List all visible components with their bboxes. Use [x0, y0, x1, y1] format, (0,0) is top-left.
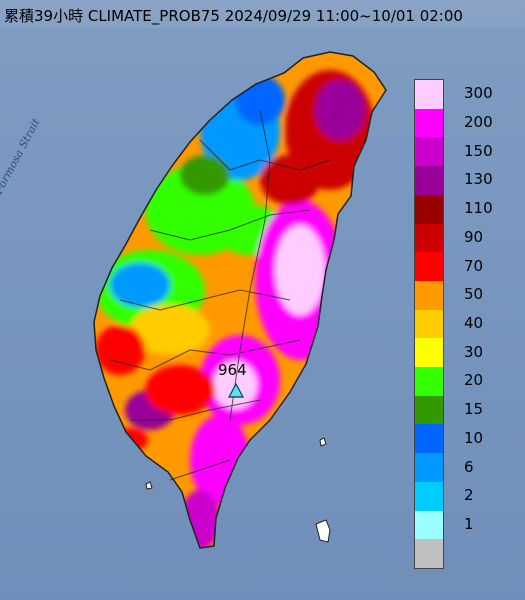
legend-swatch	[415, 539, 443, 569]
legend-label: 40	[464, 314, 484, 332]
color-legend	[414, 79, 444, 569]
green-island	[315, 519, 331, 543]
legend-swatch	[415, 510, 443, 540]
legend-swatch	[415, 338, 443, 368]
map-title: 累積39小時 CLIMATE_PROB75 2024/09/29 11:00~1…	[4, 7, 463, 25]
legend-label: 1	[464, 514, 474, 533]
legend-label: 200	[464, 113, 493, 132]
legend-swatch	[415, 252, 443, 282]
small-island-2	[145, 481, 153, 490]
legend-label: 50	[464, 285, 484, 304]
legend-label: 15	[464, 400, 484, 419]
taiwan-coastline	[93, 51, 387, 549]
legend-label: 130	[464, 170, 493, 189]
peak-value-label: 964	[218, 361, 247, 379]
legend-swatch	[415, 453, 443, 483]
legend-label: 10	[464, 428, 484, 447]
small-island	[319, 437, 327, 447]
legend-swatch	[415, 481, 443, 512]
legend-swatch	[415, 424, 443, 454]
legend-label: 110	[464, 199, 493, 218]
legend-label: 6	[464, 457, 474, 476]
legend-swatch	[415, 108, 443, 138]
legend-swatch	[415, 166, 443, 196]
legend-label: 300	[464, 84, 493, 103]
legend-swatch	[415, 280, 443, 311]
triangle-marker-icon	[227, 382, 245, 398]
legend-label: 150	[464, 141, 493, 160]
legend-label: 90	[464, 227, 484, 246]
legend-label: 70	[464, 256, 484, 275]
legend-label: 30	[464, 342, 484, 361]
legend-swatch	[415, 194, 443, 225]
title-band	[0, 0, 525, 28]
county-boundaries	[109, 109, 331, 481]
legend-label: 2	[464, 486, 474, 505]
legend-swatch	[415, 223, 443, 253]
legend-swatch	[415, 80, 443, 110]
legend-swatch	[415, 309, 443, 339]
legend-label: 20	[464, 371, 484, 390]
legend-swatch	[415, 137, 443, 167]
legend-swatch	[415, 395, 443, 425]
legend-swatch	[415, 367, 443, 397]
